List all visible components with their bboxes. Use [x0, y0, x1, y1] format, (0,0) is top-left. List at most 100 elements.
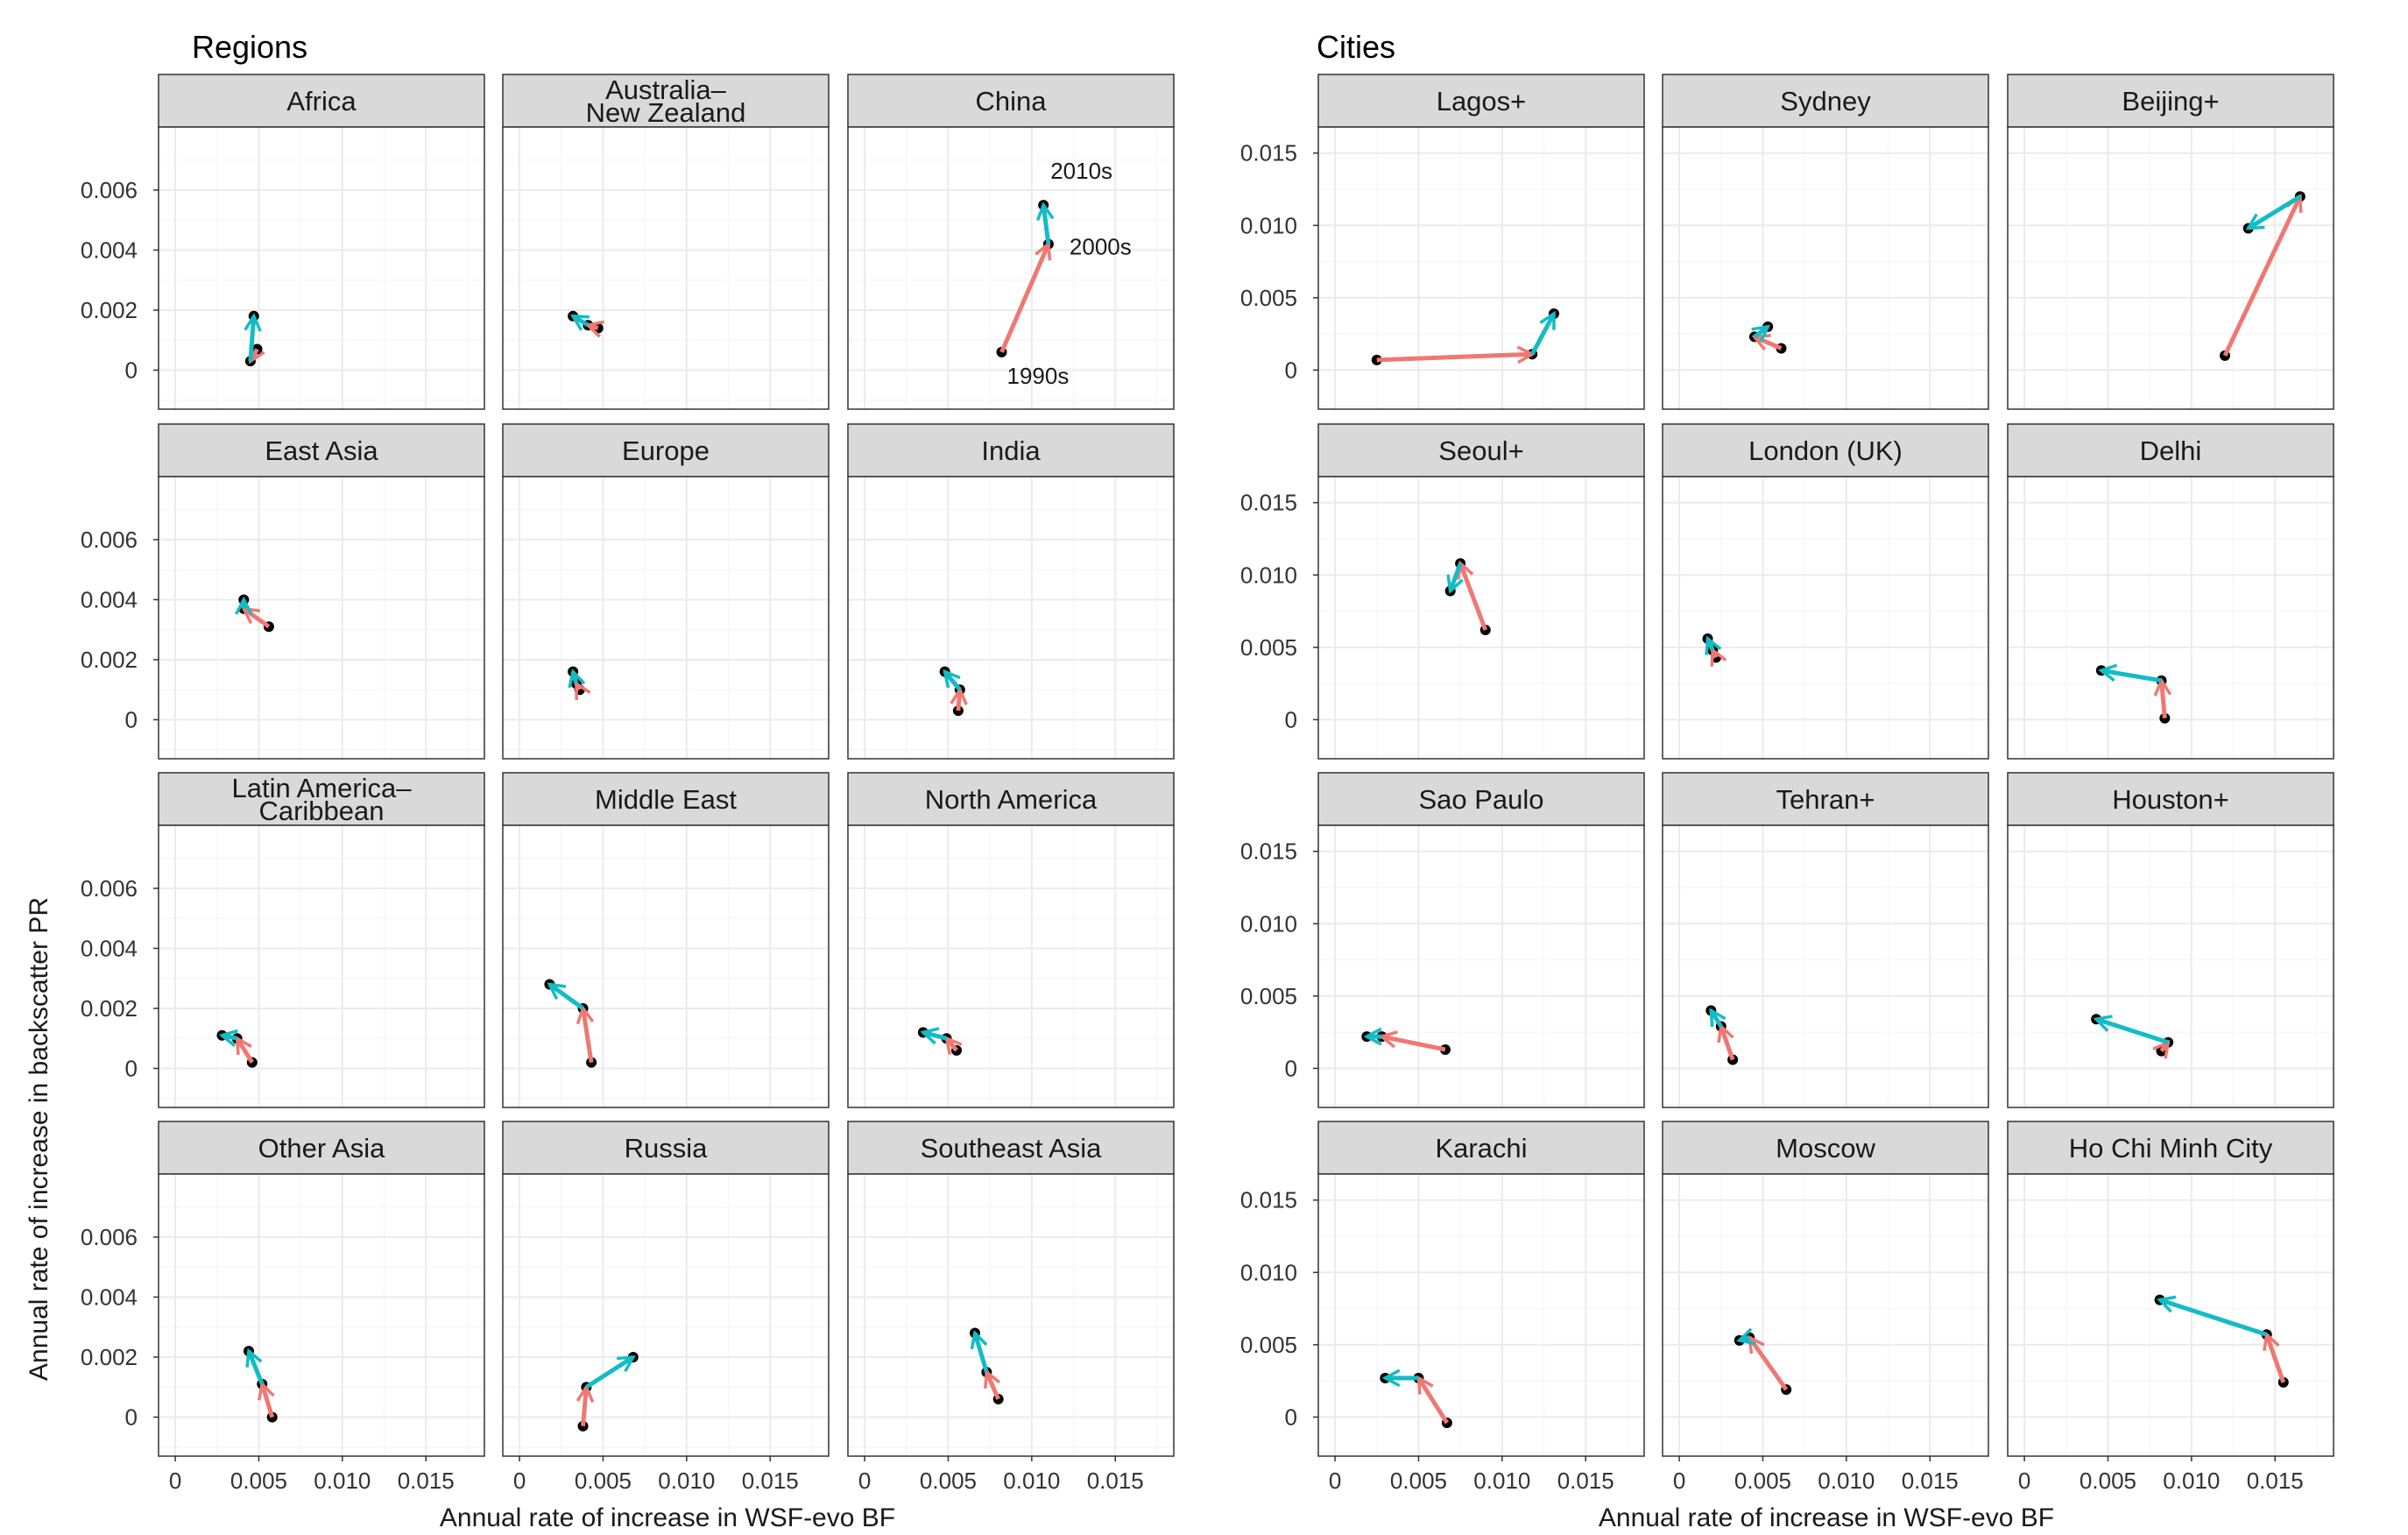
y-tick-label: 0.005 [1240, 285, 1297, 311]
plot-background [848, 477, 1174, 759]
plot-background [2008, 127, 2334, 409]
facet-southeast-asia: Southeast Asia 0 0.005 0.010 0.015 [847, 1121, 1175, 1494]
panel-border [847, 1173, 1175, 1457]
facet-london-uk: London (UK) [1662, 423, 1989, 760]
facet-strip [1317, 1121, 1645, 1175]
plot-background [1663, 1174, 1988, 1456]
y-tick-label: 0.002 [81, 1344, 138, 1370]
panel-border [502, 1173, 830, 1457]
x-tick-label: 0 [858, 1468, 871, 1494]
facet-strip-label: India [981, 435, 1041, 466]
facet-latin-america-caribbean: Latin America–Caribbean 0 0.002 0.004 0.006 [81, 772, 485, 1108]
x-tick-label: 0.015 [1557, 1468, 1614, 1494]
panel-border [502, 126, 830, 410]
x-tick-label: 0.010 [658, 1468, 715, 1494]
facet-middle-east: Middle East [502, 772, 830, 1108]
panel-border [1317, 824, 1645, 1108]
arrow-2000s-2010s [585, 1355, 632, 1390]
arrow-1990s-2000s [1416, 1378, 1450, 1425]
panel-border [2007, 476, 2334, 760]
x-tick-label: 0.010 [314, 1468, 371, 1494]
facet-strip [847, 74, 1175, 128]
facet-strip-label: Sao Paulo [1418, 784, 1543, 815]
arrow-1990s-2000s [574, 683, 580, 690]
y-tick-label: 0.004 [81, 1284, 138, 1310]
decade-label: 1990s [1007, 363, 1070, 389]
panel-border [158, 824, 485, 1108]
arrow-2000s-2010s [549, 985, 585, 1010]
facet-strip-label: London (UK) [1748, 435, 1903, 466]
panel-border [847, 126, 1175, 410]
arrow-2000s-2010s [249, 1351, 265, 1385]
panel-border [158, 126, 485, 410]
plot-background [1318, 825, 1644, 1107]
arrow-2000s-2010s [251, 316, 254, 362]
facet-strip [1662, 1121, 1989, 1175]
plot-background [848, 127, 1174, 409]
y-tick-label: 0 [125, 357, 138, 383]
facet-strip-label: Delhi [2140, 435, 2202, 466]
facet-strip [1662, 74, 1989, 128]
arrow-2000s-2010s [573, 314, 588, 325]
facet-strip [502, 1121, 830, 1175]
y-tick-label: 0.005 [1240, 634, 1297, 661]
arrow-1990s-2000s [583, 1008, 592, 1063]
facet-sydney: Sydney [1662, 74, 1989, 410]
plot-background [2008, 825, 2334, 1107]
arrow-1990s-2000s [947, 1038, 957, 1050]
y-tick-label: 0.006 [81, 527, 138, 553]
facet-strip-label: Karachi [1435, 1133, 1527, 1164]
facet-strip [158, 74, 485, 128]
arrow-1990s-2000s [583, 1387, 587, 1426]
arrow-2000s-2010s [222, 1036, 237, 1038]
panel-border [502, 824, 830, 1108]
plot-background [503, 127, 829, 409]
y-tick-label: 0.015 [1240, 1187, 1297, 1213]
y-tick-label: 0.005 [1240, 1332, 1297, 1358]
y-tick-label: 0.010 [1240, 910, 1297, 937]
facet-strip [158, 772, 485, 826]
plot-background [2008, 1174, 2334, 1456]
facet-panels: Africa 0 0.002 0.004 0.006 Australia–New Zeal… [81, 74, 2334, 1494]
x-tick-label: 0.010 [2163, 1468, 2220, 1494]
plot-background [159, 825, 484, 1107]
facet-strip-label: Latin America– [231, 773, 412, 803]
arrow-1990s-2000s [1712, 650, 1716, 657]
facet-strip-label: Southeast Asia [921, 1133, 1103, 1164]
facet-strip [2007, 1121, 2334, 1175]
y-tick-label: 0.006 [81, 875, 138, 902]
facet-beijing: Beijing+ [2007, 74, 2334, 410]
arrow-2000s-2010s [2096, 1019, 2169, 1045]
arrow-2000s-2010s [1451, 562, 1460, 591]
y-tick-label: 0.015 [1240, 140, 1297, 166]
facet-strip-label: East Asia [265, 435, 378, 466]
y-tick-label: 0 [1285, 357, 1297, 383]
facet-strip-label: Europe [622, 435, 710, 466]
x-tick-label: 0 [169, 1468, 181, 1494]
plot-background [503, 1174, 829, 1456]
facet-strip-label: Middle East [595, 784, 737, 815]
arrow-1990s-2000s [1721, 1027, 1735, 1061]
x-tick-label: 0.005 [230, 1468, 287, 1494]
x-axis-title-cities: Annual rate of increase in WSF-evo BF [1599, 1503, 2054, 1532]
plot-background [503, 825, 829, 1107]
arrow-1990s-2000s [986, 1372, 998, 1400]
x-tick-label: 0.015 [1087, 1468, 1144, 1494]
plot-background [848, 825, 1174, 1107]
plot-background [1318, 1174, 1644, 1456]
arrow-1990s-2000s [2267, 1334, 2286, 1383]
facet-strip-label: Russia [625, 1133, 709, 1164]
facet-strip-label: Africa [286, 86, 357, 117]
x-tick-label: 0.015 [2247, 1468, 2304, 1494]
arrow-2000s-2010s [945, 672, 962, 691]
facet-strip [2007, 772, 2334, 826]
facet-north-america: North America [847, 772, 1175, 1108]
plot-background [159, 1174, 484, 1456]
arrow-2000s-2010s [573, 672, 576, 684]
x-tick-label: 0.005 [1390, 1468, 1447, 1494]
y-axis-title: Annual rate of increase in backscatter P… [25, 897, 53, 1381]
arrow-1990s-2000s [2162, 681, 2165, 718]
facet-strip [502, 423, 830, 477]
panel-border [502, 476, 830, 760]
